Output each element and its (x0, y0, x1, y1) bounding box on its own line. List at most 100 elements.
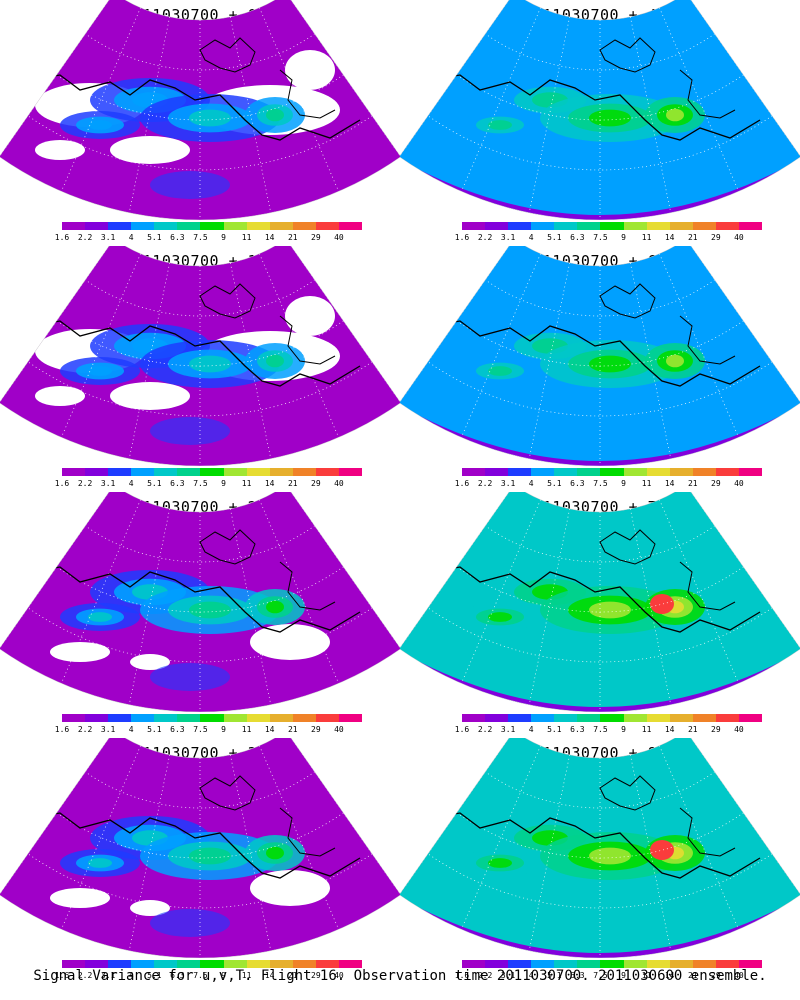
colorbar-tick-label: 7.5 (193, 971, 208, 980)
variance-map (400, 246, 800, 466)
colorbar-swatch (462, 468, 486, 476)
colorbar-tick-label: 3.1 (100, 971, 116, 980)
colorbar-tick-label: 1.6 (54, 479, 70, 488)
colorbar-tick-label: 9 (621, 479, 626, 488)
colorbar-tick-label: 3.1 (100, 725, 116, 734)
colorbar-tick-label: 6.3 (170, 233, 185, 242)
colorbar-swatch (646, 468, 670, 476)
colorbar-tick-label: 5.1 (547, 971, 562, 980)
colorbar-swatch (554, 468, 578, 476)
colorbar-tick-label: 7.5 (593, 233, 608, 242)
colorbar-tick-label: 11 (641, 479, 652, 488)
colorbar-tick-label: 3.1 (500, 725, 516, 734)
colorbar-tick-label: 9 (221, 971, 226, 980)
colorbar-tick-label: 11 (641, 971, 652, 980)
colorbar-tick-label: 14 (664, 971, 675, 980)
colorbar-swatch (715, 714, 739, 722)
colorbar-tick-label: 5.1 (147, 233, 162, 242)
colorbar-swatch (246, 468, 270, 476)
colorbar (462, 222, 763, 230)
colorbar-tick-label: 5.1 (147, 725, 162, 734)
colorbar-labels: 1.6 2.2 3.1 4 5.1 6.3 7.5 9 11 14 21 29 40 (55, 971, 362, 981)
colorbar-tick-label: 14 (264, 233, 275, 242)
forecast-panel: 2011030700 + 84h 1.6 2.2 3.1 4 5.1 6.3 7.5 9 11 14… (400, 738, 800, 984)
colorbar-swatch (131, 960, 155, 968)
colorbar-swatch (485, 222, 509, 230)
colorbar-tick-label: 9 (221, 725, 226, 734)
colorbar-swatch (462, 222, 486, 230)
colorbar-tick-label: 6.3 (570, 233, 585, 242)
colorbar-tick-label: 5.1 (147, 971, 162, 980)
colorbar-swatch (338, 714, 363, 722)
colorbar-tick-label: 3.1 (500, 971, 516, 980)
colorbar-swatch (315, 714, 339, 722)
colorbar-tick-label: 7.5 (193, 479, 208, 488)
colorbar-tick-label: 1.6 (54, 233, 70, 242)
colorbar-tick-label: 21 (287, 971, 298, 980)
colorbar-swatch (623, 960, 647, 968)
colorbar-tick-label: 40 (334, 971, 344, 980)
colorbar-labels: 1.6 2.2 3.1 4 5.1 6.3 7.5 9 11 14 21 29 40 (55, 725, 362, 735)
colorbar-swatch (62, 714, 86, 722)
colorbar-tick-label: 14 (664, 725, 675, 734)
colorbar-swatch (508, 222, 532, 230)
colorbar-swatch (738, 960, 763, 968)
colorbar-tick-label: 11 (241, 971, 252, 980)
colorbar-swatch (462, 960, 486, 968)
colorbar-swatch (269, 714, 293, 722)
colorbar-labels: 1.6 2.2 3.1 4 5.1 6.3 7.5 9 11 14 21 29 40 (455, 971, 762, 981)
colorbar-swatch (131, 714, 155, 722)
colorbar-swatch (508, 468, 532, 476)
colorbar-tick-label: 7.5 (593, 725, 608, 734)
colorbar-swatch (577, 468, 601, 476)
colorbar-tick-label: 29 (711, 479, 721, 488)
colorbar-labels: 1.6 2.2 3.1 4 5.1 6.3 7.5 9 11 14 21 29 40 (455, 479, 762, 489)
colorbar-labels: 1.6 2.2 3.1 4 5.1 6.3 7.5 9 11 14 21 29 40 (55, 233, 362, 243)
colorbar-swatch (338, 222, 363, 230)
colorbar-swatch (646, 714, 670, 722)
colorbar-swatch (154, 222, 178, 230)
colorbar-tick-label: 3.1 (500, 233, 516, 242)
colorbar-swatch (131, 468, 155, 476)
colorbar-tick-label: 21 (687, 725, 698, 734)
colorbar-tick-label: 29 (311, 479, 321, 488)
colorbar-swatch (246, 222, 270, 230)
colorbar-swatch (600, 714, 624, 722)
colorbar-tick-label: 29 (711, 233, 721, 242)
colorbar-swatch (200, 468, 224, 476)
colorbar-swatch (715, 468, 739, 476)
colorbar-swatch (269, 222, 293, 230)
colorbar-swatch (62, 222, 86, 230)
colorbar-tick-label: 9 (621, 233, 626, 242)
colorbar-swatch (223, 714, 247, 722)
colorbar-swatch (154, 960, 178, 968)
colorbar (62, 468, 363, 476)
colorbar-swatch (269, 468, 293, 476)
colorbar-swatch (531, 714, 555, 722)
colorbar-tick-label: 1.6 (454, 479, 470, 488)
colorbar-swatch (200, 960, 224, 968)
variance-map (0, 246, 400, 466)
colorbar-swatch (338, 468, 363, 476)
colorbar-swatch (177, 960, 201, 968)
colorbar-tick-label: 4 (528, 725, 534, 734)
colorbar-tick-label: 7.5 (593, 971, 608, 980)
forecast-panel: 2011030700 + 00h 1.6 2.2 3.1 4 5.1 6.3 7.5 9 11 14… (0, 0, 400, 246)
colorbar-swatch (108, 468, 132, 476)
colorbar-tick-label: 11 (641, 233, 652, 242)
colorbar-swatch (715, 960, 739, 968)
colorbar-swatch (485, 960, 509, 968)
colorbar-labels: 1.6 2.2 3.1 4 5.1 6.3 7.5 9 11 14 21 29 40 (55, 479, 362, 489)
colorbar-tick-label: 40 (334, 479, 344, 488)
colorbar-swatch (315, 468, 339, 476)
colorbar-swatch (85, 714, 109, 722)
colorbar-tick-label: 11 (641, 725, 652, 734)
colorbar-swatch (292, 960, 316, 968)
colorbar-tick-label: 4 (528, 479, 534, 488)
colorbar-tick-label: 9 (221, 233, 226, 242)
colorbar-tick-label: 2.2 (77, 971, 93, 980)
colorbar-swatch (292, 468, 316, 476)
colorbar-swatch (531, 222, 555, 230)
colorbar-swatch (669, 468, 693, 476)
colorbar-tick-label: 5.1 (147, 479, 162, 488)
